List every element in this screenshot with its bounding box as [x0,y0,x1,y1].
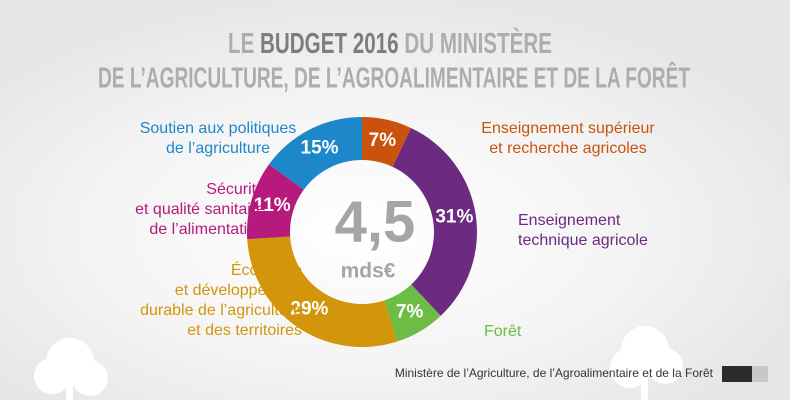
title-line2: DE L’AGRICULTURE, DE L’AGROALIMENTAIRE E… [98,61,690,95]
donut-segment [362,117,411,167]
title-line1: LE BUDGET 2016 DU MINISTÈRE [228,26,552,60]
value-label: 15% [301,138,339,159]
donut-segment [268,117,362,190]
center-unit: mds€ [341,260,396,283]
value-label: 7% [396,301,424,322]
value-label: 7% [369,130,397,151]
value-label: 31% [435,206,473,227]
donut-segment [384,284,441,342]
donut-segment [247,164,304,240]
footer: Ministère de l’Agriculture, de l’Agroali… [395,366,714,380]
category-label: Soutien aux politiques de l’agriculture [140,120,297,157]
donut-segment [247,236,398,347]
category-label: Enseignement technique agricole [518,212,648,249]
donut-segment [392,127,477,316]
value-label: 11% [254,195,291,216]
donut: 7% 31% 7% 29% 11% 15% [247,117,477,347]
title-part: BUDGET 2016 [260,28,399,60]
category-label: Sécurité et qualité sanitaire de l’aliment… [135,181,265,238]
category-label: Économie et développement durable de l’agr… [140,260,302,339]
category-label: Enseignement supérieur et recherche agric… [481,120,655,157]
title-part: LE [228,28,254,60]
trees [34,326,683,400]
value-label: 29% [290,298,328,319]
center-value: 4,5 [335,189,416,254]
logo-part [752,366,768,382]
category-label: Forêt [484,323,522,340]
title-part: DU MINISTÈRE [404,26,552,60]
